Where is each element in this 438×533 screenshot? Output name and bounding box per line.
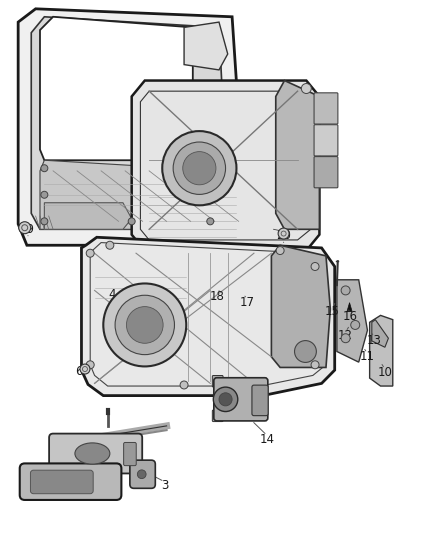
FancyBboxPatch shape — [314, 157, 338, 188]
Circle shape — [180, 381, 188, 389]
Circle shape — [128, 218, 135, 225]
Circle shape — [173, 142, 226, 195]
Polygon shape — [40, 17, 193, 160]
Text: 1: 1 — [126, 464, 133, 477]
Circle shape — [241, 381, 249, 389]
Polygon shape — [193, 150, 237, 203]
Polygon shape — [132, 80, 319, 251]
Circle shape — [41, 165, 48, 172]
Circle shape — [276, 247, 284, 255]
Text: 18: 18 — [209, 290, 224, 303]
Circle shape — [86, 249, 94, 257]
Circle shape — [341, 334, 350, 343]
Circle shape — [311, 263, 319, 270]
Text: 2: 2 — [39, 474, 46, 487]
Text: 6: 6 — [75, 365, 83, 378]
Text: 15: 15 — [325, 305, 340, 318]
Circle shape — [207, 218, 214, 225]
Circle shape — [86, 361, 94, 369]
Circle shape — [351, 320, 360, 329]
Text: 10: 10 — [378, 366, 392, 379]
Circle shape — [127, 306, 163, 343]
Text: 19: 19 — [19, 223, 35, 236]
Polygon shape — [184, 22, 228, 70]
Circle shape — [213, 387, 238, 411]
Circle shape — [106, 241, 114, 249]
Polygon shape — [347, 303, 352, 312]
Text: 9: 9 — [113, 304, 120, 317]
Text: 17: 17 — [240, 296, 255, 309]
Circle shape — [41, 218, 48, 225]
FancyBboxPatch shape — [31, 470, 93, 494]
Polygon shape — [44, 203, 132, 229]
Circle shape — [294, 341, 316, 362]
FancyBboxPatch shape — [252, 385, 268, 416]
Text: 7: 7 — [130, 297, 138, 310]
Circle shape — [341, 286, 350, 295]
FancyBboxPatch shape — [20, 463, 121, 500]
Circle shape — [311, 361, 319, 369]
Text: 16: 16 — [343, 311, 357, 324]
Text: 14: 14 — [260, 433, 275, 446]
Text: 11: 11 — [360, 350, 375, 364]
Circle shape — [115, 295, 174, 354]
Circle shape — [162, 131, 237, 205]
FancyBboxPatch shape — [49, 433, 142, 473]
Circle shape — [207, 165, 214, 172]
Text: 20: 20 — [276, 229, 291, 242]
Circle shape — [41, 191, 48, 198]
Circle shape — [19, 222, 31, 233]
Circle shape — [278, 228, 289, 239]
FancyBboxPatch shape — [130, 460, 155, 488]
Circle shape — [301, 84, 311, 93]
Circle shape — [103, 284, 186, 366]
FancyBboxPatch shape — [124, 442, 136, 466]
Text: 13: 13 — [367, 334, 381, 348]
Polygon shape — [272, 245, 330, 367]
Text: 4: 4 — [108, 288, 116, 301]
Polygon shape — [40, 160, 223, 229]
Circle shape — [183, 151, 216, 185]
Polygon shape — [370, 316, 393, 386]
FancyBboxPatch shape — [212, 410, 223, 422]
Polygon shape — [31, 17, 228, 229]
FancyBboxPatch shape — [214, 378, 268, 421]
Circle shape — [219, 393, 232, 406]
FancyBboxPatch shape — [212, 375, 223, 387]
Circle shape — [80, 364, 90, 374]
Ellipse shape — [75, 443, 110, 464]
Text: 8: 8 — [156, 295, 164, 308]
Text: 12: 12 — [338, 329, 353, 342]
Polygon shape — [337, 280, 367, 362]
Polygon shape — [276, 80, 319, 229]
FancyBboxPatch shape — [314, 93, 338, 124]
Polygon shape — [81, 237, 335, 395]
Polygon shape — [372, 320, 389, 348]
Text: 3: 3 — [161, 479, 168, 492]
FancyBboxPatch shape — [314, 125, 338, 156]
Polygon shape — [18, 9, 245, 245]
Text: 5: 5 — [126, 332, 133, 345]
Circle shape — [138, 470, 146, 479]
